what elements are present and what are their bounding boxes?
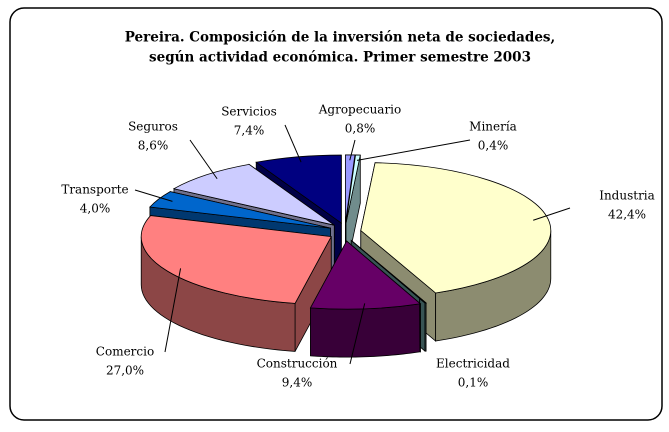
chart-title: Pereira. Composición de la inversión net…	[125, 30, 555, 46]
slice-side	[425, 303, 426, 351]
slice-value-label: 0,8%	[345, 122, 376, 136]
slice-label: Seguros	[128, 120, 178, 134]
slice-side	[311, 304, 421, 357]
slice-value-label: 0,4%	[478, 139, 509, 153]
slice-value-label: 27,0%	[106, 364, 144, 378]
slice-label: Servicios	[221, 105, 277, 119]
slice-label: Construcción	[257, 357, 338, 371]
slice-label: Agropecuario	[318, 103, 402, 117]
slice-value-label: 42,4%	[608, 208, 646, 222]
slice-value-label: 0,1%	[458, 376, 489, 390]
slice-label: Comercio	[96, 345, 154, 359]
slice-value-label: 7,4%	[234, 124, 265, 138]
slice-label: Industria	[599, 189, 655, 203]
slice-label: Transporte	[61, 183, 128, 197]
slice-value-label: 4,0%	[80, 202, 111, 216]
slice-value-label: 8,6%	[138, 139, 169, 153]
chart-title: según actividad económica. Primer semest…	[149, 50, 531, 66]
slice-value-label: 9,4%	[282, 376, 313, 390]
slice-label: Electricidad	[436, 357, 510, 371]
slice-label: Minería	[469, 120, 517, 134]
